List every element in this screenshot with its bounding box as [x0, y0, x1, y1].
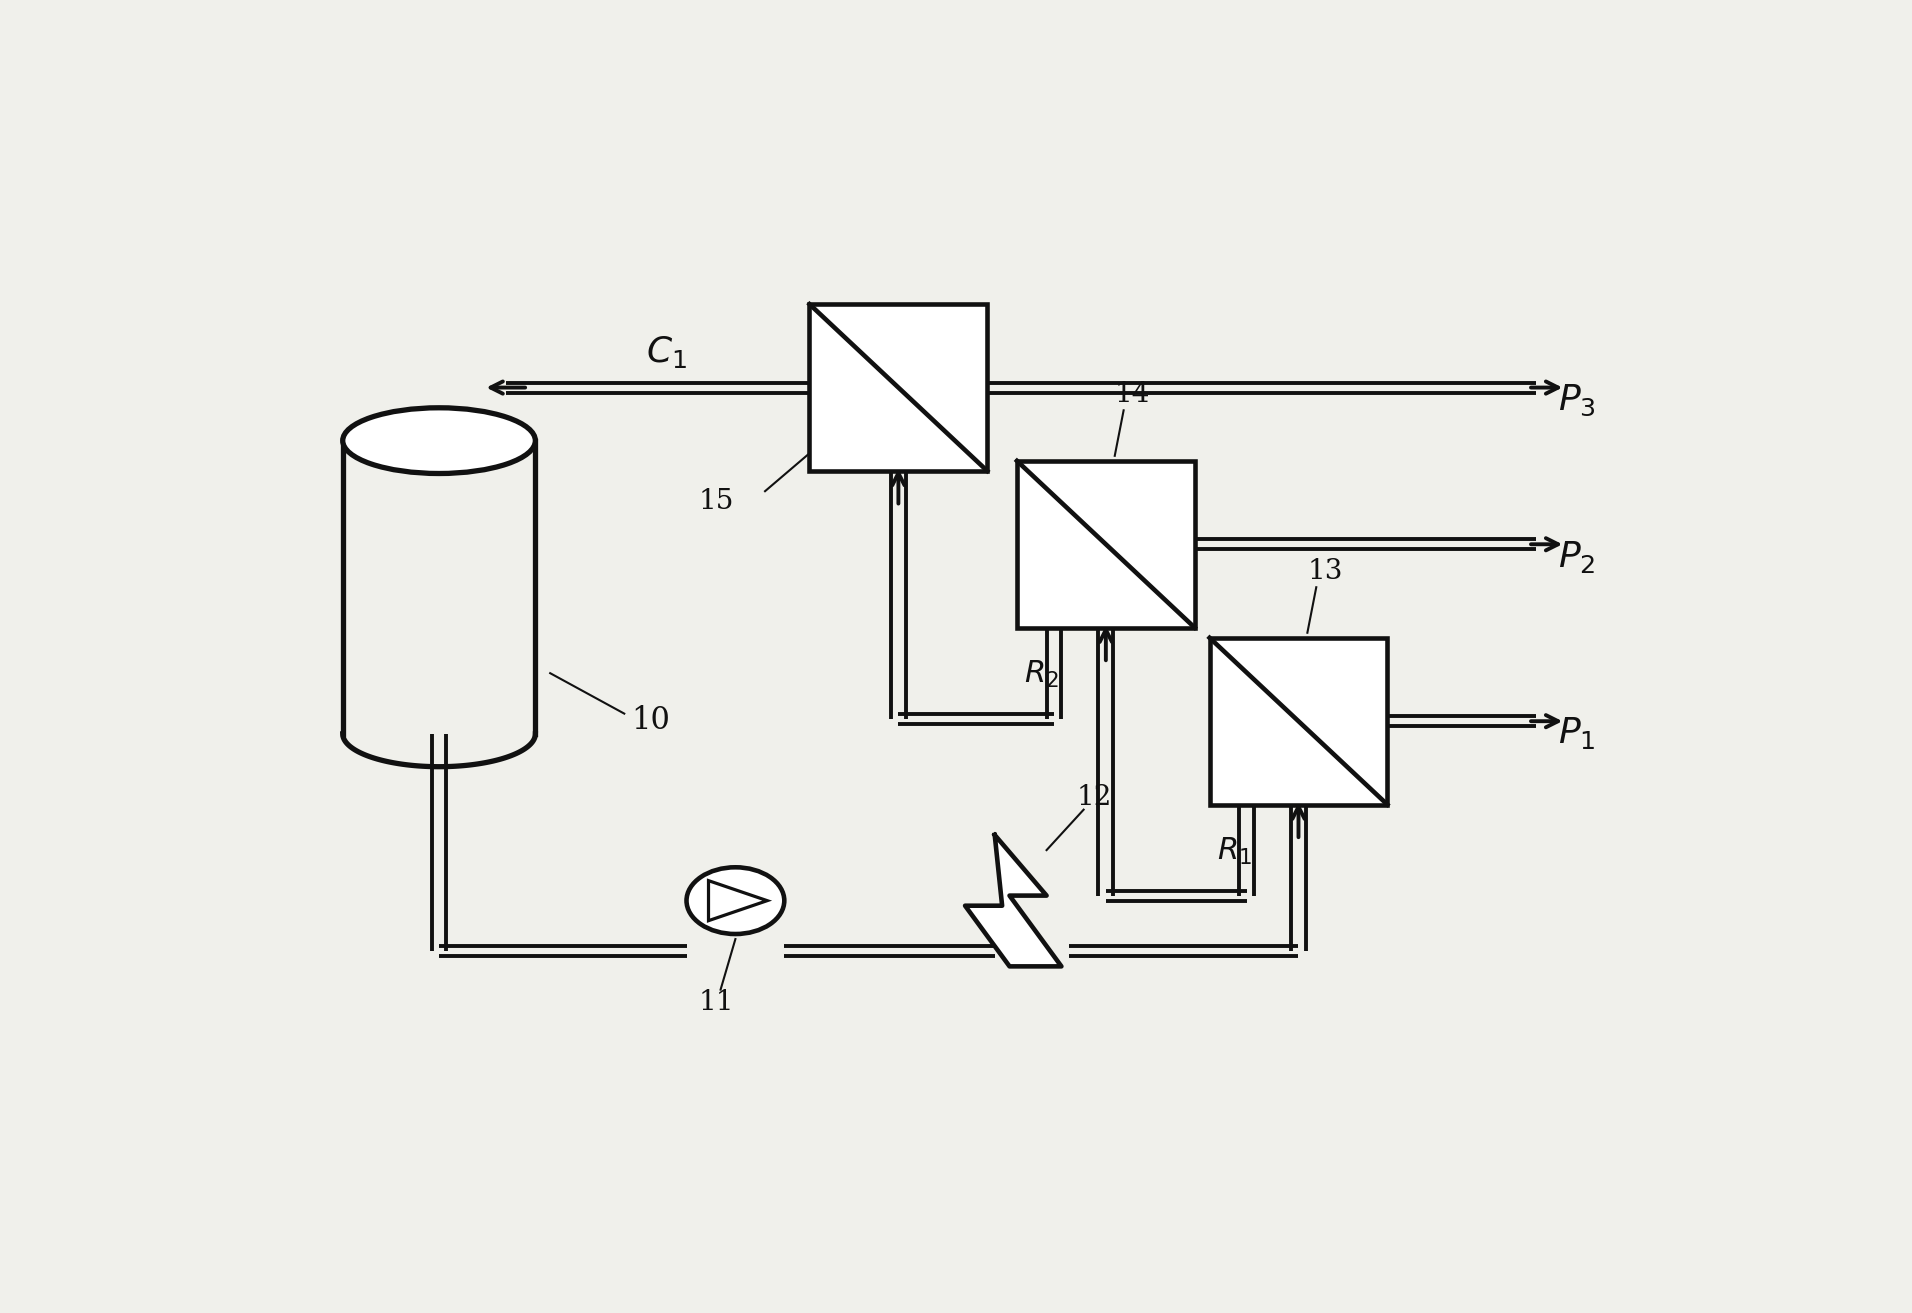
Text: $P_1$: $P_1$ [1558, 716, 1595, 751]
Polygon shape [966, 835, 1061, 966]
Bar [1017, 461, 1195, 628]
Ellipse shape [342, 408, 535, 474]
Text: 10: 10 [631, 705, 671, 735]
Text: 11: 11 [698, 989, 734, 1016]
Text: $P_3$: $P_3$ [1558, 382, 1597, 418]
Text: 12: 12 [1076, 784, 1111, 810]
Text: $C_1$: $C_1$ [646, 335, 688, 370]
Text: 14: 14 [1115, 381, 1151, 408]
Bar [1210, 638, 1388, 805]
Text: $R_1$: $R_1$ [1216, 836, 1252, 868]
Bar [809, 305, 987, 471]
Text: 15: 15 [698, 488, 734, 516]
Text: 13: 13 [1308, 558, 1342, 586]
Circle shape [686, 868, 784, 934]
Text: $R_2$: $R_2$ [1025, 659, 1059, 691]
Text: $P_2$: $P_2$ [1558, 538, 1595, 575]
